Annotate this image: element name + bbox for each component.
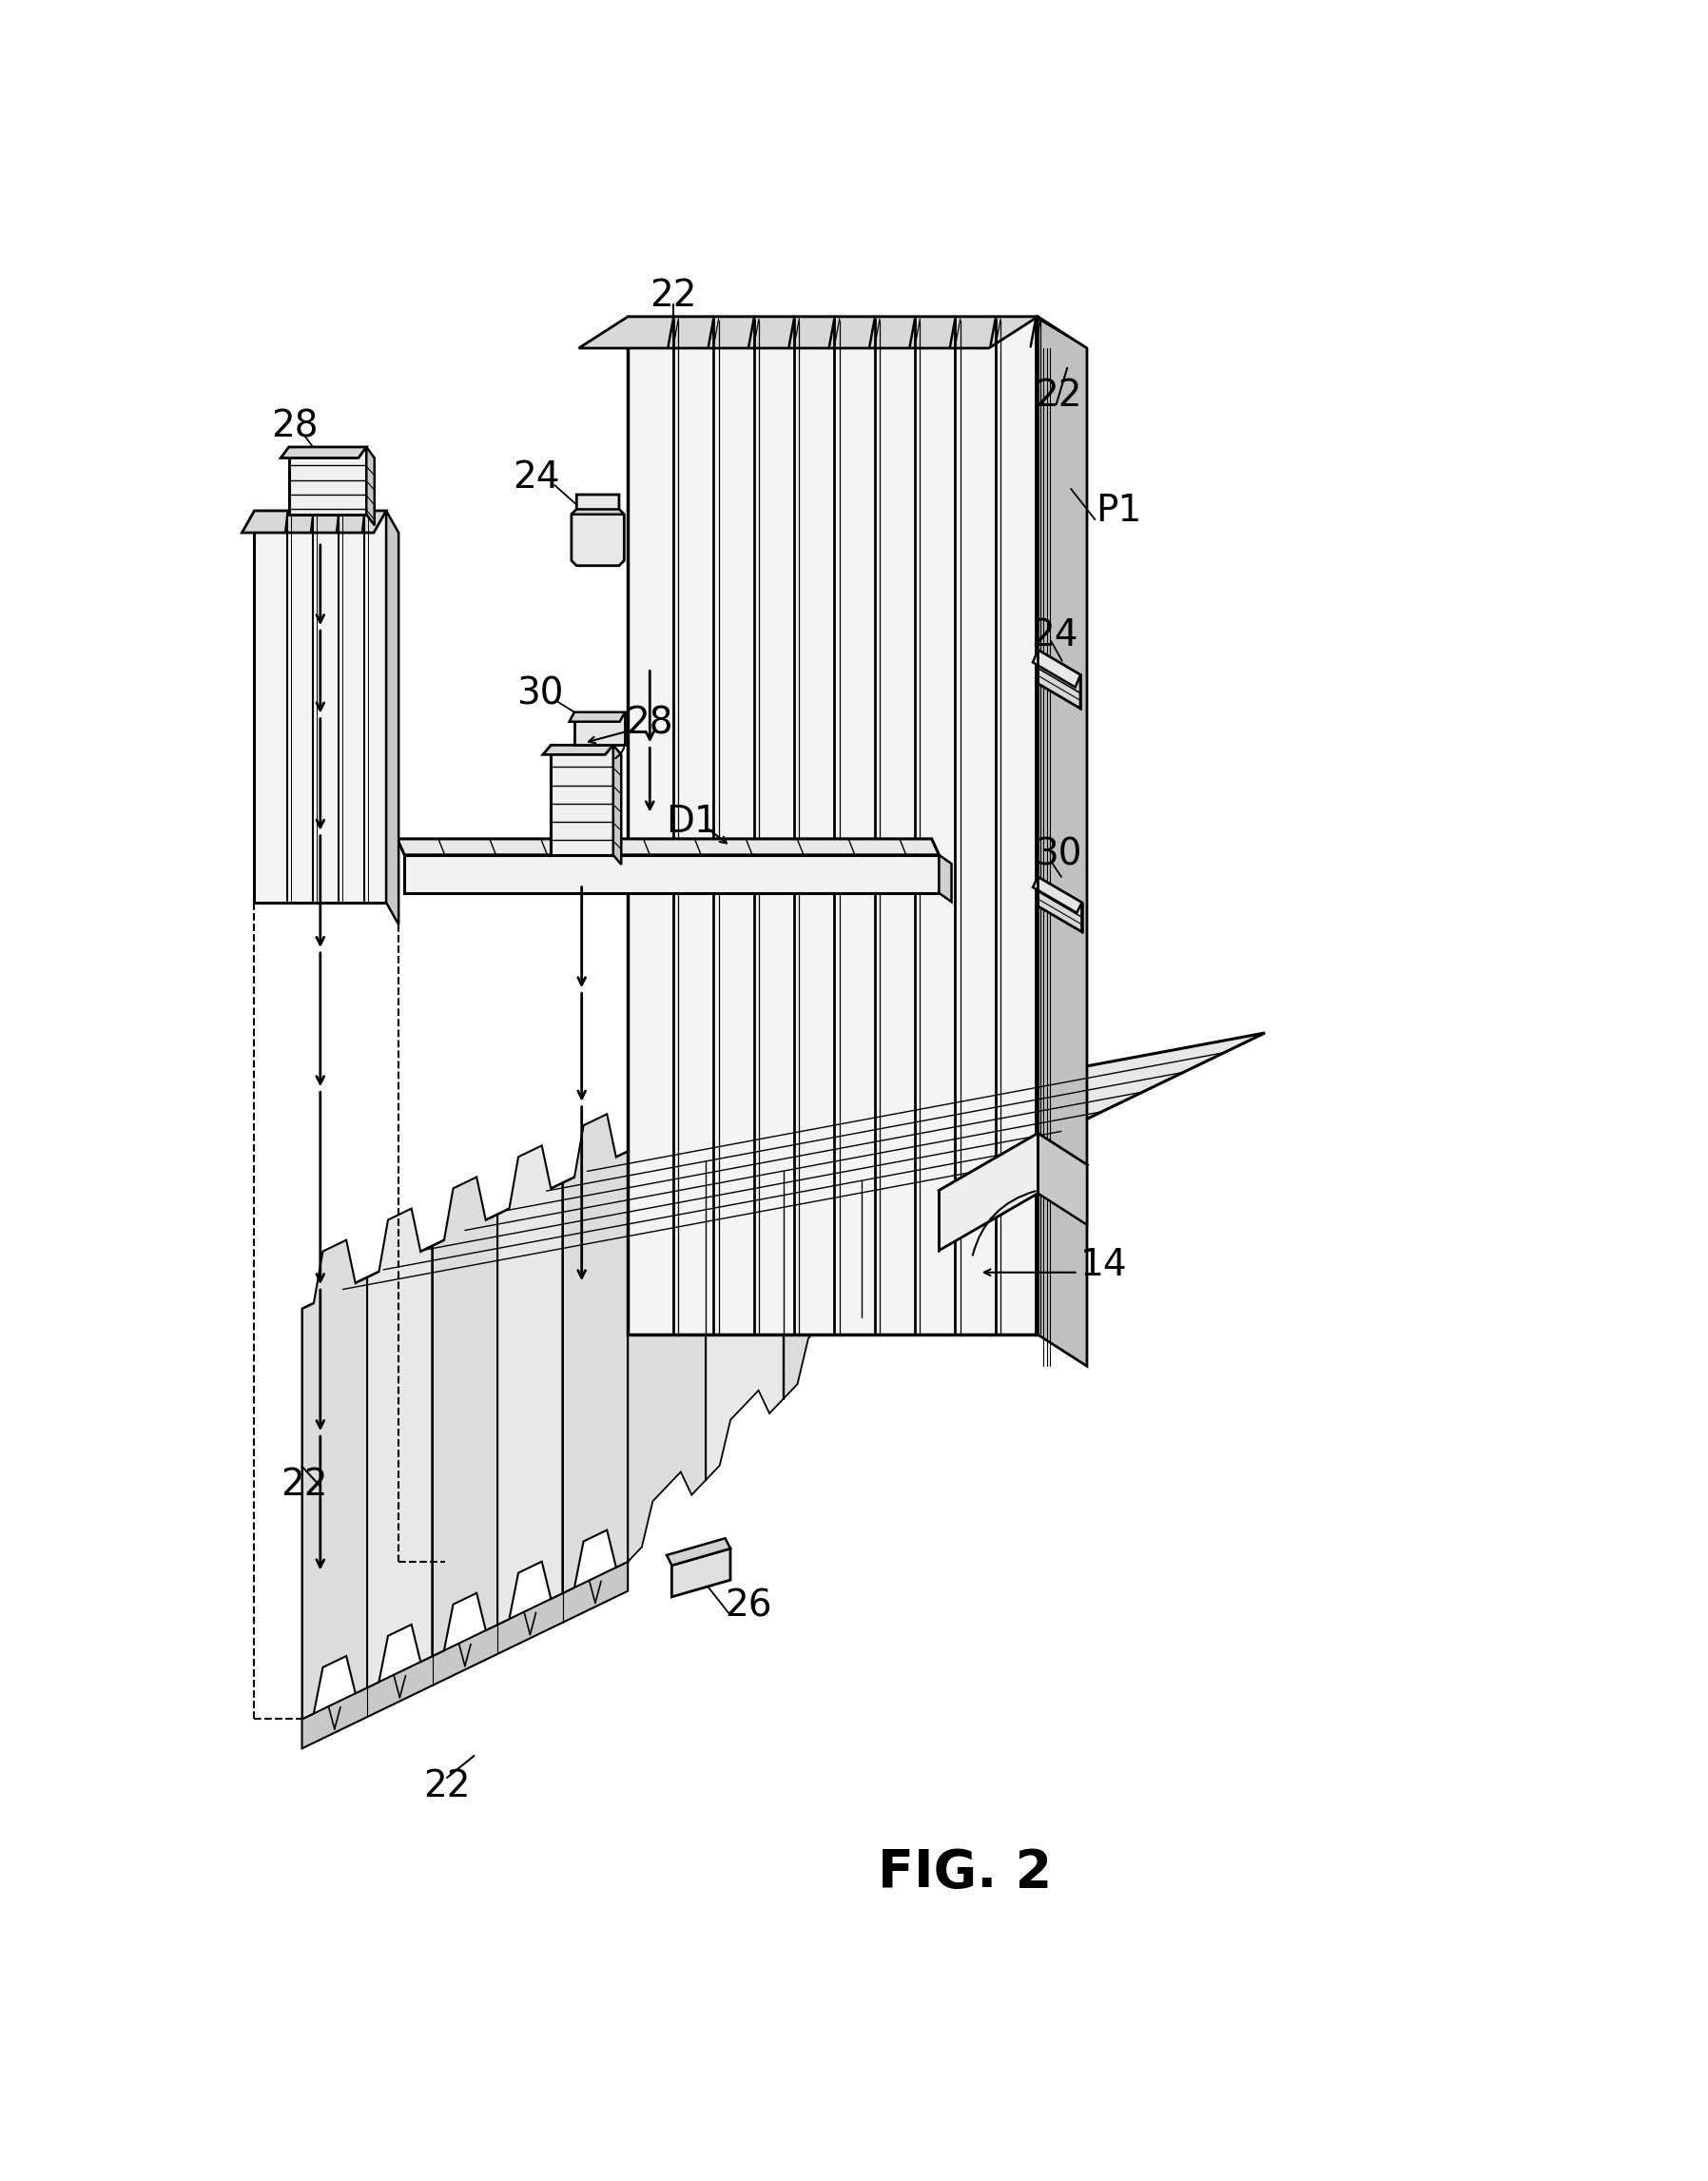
- Polygon shape: [302, 1241, 367, 1719]
- Polygon shape: [243, 510, 386, 532]
- Polygon shape: [1038, 1134, 1086, 1226]
- Polygon shape: [1038, 316, 1086, 1365]
- Polygon shape: [939, 855, 951, 901]
- Polygon shape: [579, 316, 1038, 349]
- Text: 30: 30: [516, 676, 564, 711]
- Polygon shape: [280, 447, 367, 458]
- Polygon shape: [1033, 877, 1081, 914]
- Text: 28: 28: [272, 408, 318, 445]
- Text: 22: 22: [649, 277, 697, 314]
- Text: 22: 22: [1035, 377, 1081, 414]
- Text: 26: 26: [726, 1588, 772, 1623]
- Polygon shape: [254, 510, 386, 903]
- Polygon shape: [572, 495, 623, 565]
- Polygon shape: [666, 1538, 731, 1566]
- Polygon shape: [1038, 877, 1081, 931]
- Text: FIG. 2: FIG. 2: [878, 1847, 1052, 1900]
- Polygon shape: [784, 1134, 861, 1398]
- Polygon shape: [302, 1034, 1266, 1309]
- Polygon shape: [367, 447, 374, 526]
- Polygon shape: [1033, 650, 1081, 687]
- Polygon shape: [302, 1562, 629, 1749]
- Polygon shape: [574, 713, 625, 746]
- Polygon shape: [432, 1178, 497, 1655]
- Text: 22: 22: [280, 1468, 328, 1503]
- Polygon shape: [629, 1114, 705, 1562]
- Text: P1: P1: [1095, 493, 1141, 528]
- Text: 24: 24: [512, 460, 560, 495]
- Polygon shape: [367, 1208, 432, 1688]
- Text: 14: 14: [1079, 1248, 1127, 1282]
- Polygon shape: [572, 510, 623, 515]
- Polygon shape: [671, 1549, 731, 1596]
- Text: 28: 28: [627, 704, 673, 742]
- Text: 24: 24: [1032, 617, 1078, 654]
- Text: 30: 30: [1035, 838, 1081, 872]
- Polygon shape: [613, 746, 622, 864]
- Polygon shape: [562, 1114, 629, 1592]
- Polygon shape: [497, 1145, 562, 1625]
- Polygon shape: [629, 316, 1038, 1335]
- Polygon shape: [543, 746, 613, 755]
- Text: 22: 22: [424, 1769, 470, 1804]
- Text: D1: D1: [666, 805, 719, 840]
- Polygon shape: [939, 1134, 1038, 1250]
- Polygon shape: [289, 447, 367, 515]
- Polygon shape: [405, 855, 939, 892]
- Polygon shape: [1038, 650, 1081, 709]
- Polygon shape: [552, 746, 613, 855]
- Polygon shape: [386, 510, 398, 925]
- Polygon shape: [705, 1123, 784, 1481]
- Polygon shape: [939, 1134, 1086, 1221]
- Polygon shape: [398, 840, 939, 855]
- Polygon shape: [861, 1143, 939, 1317]
- Polygon shape: [569, 713, 625, 722]
